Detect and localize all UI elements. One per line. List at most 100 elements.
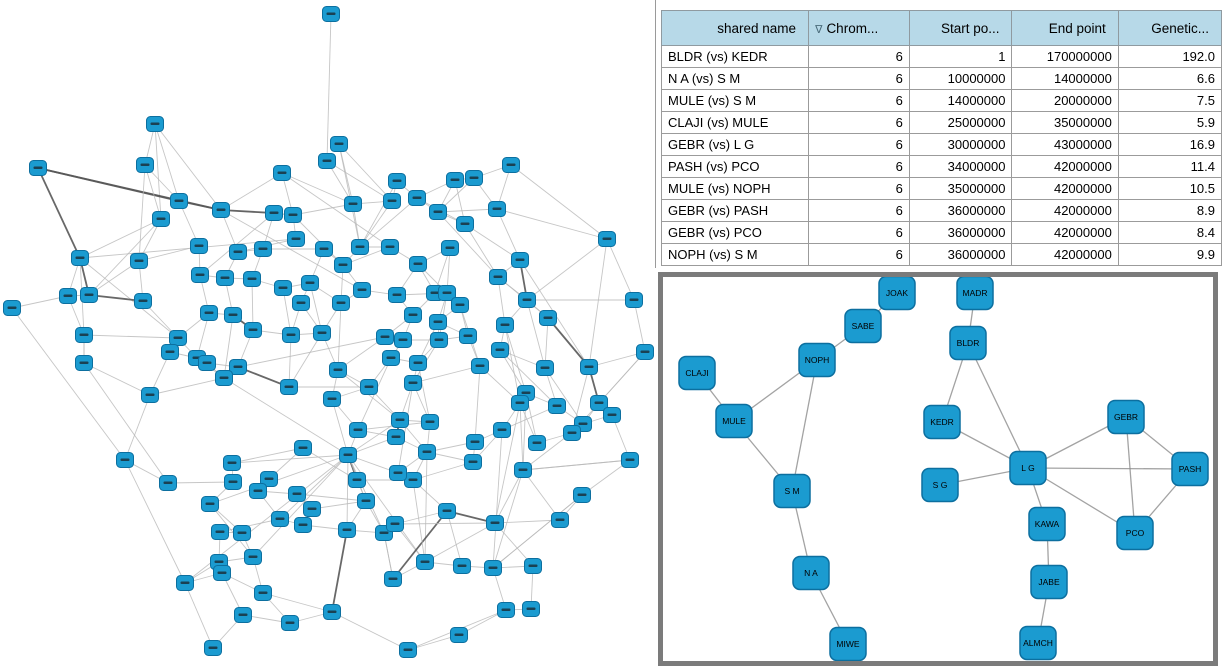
- network-node[interactable]: [3, 300, 21, 316]
- node-shape[interactable]: [1019, 625, 1057, 661]
- table-row[interactable]: N A (vs) S M 6 10000000 14000000 6.6: [660, 67, 1222, 90]
- network-node[interactable]: [573, 487, 591, 503]
- network-node[interactable]: [353, 282, 371, 298]
- network-node-GEBR[interactable]: GEBR: [1107, 399, 1145, 435]
- network-node[interactable]: [200, 305, 218, 321]
- network-node[interactable]: [408, 190, 426, 206]
- network-node[interactable]: [465, 170, 483, 186]
- node-shape[interactable]: [1028, 506, 1066, 542]
- main-network-canvas[interactable]: [0, 0, 656, 669]
- network-node[interactable]: [204, 640, 222, 656]
- network-node[interactable]: [491, 342, 509, 358]
- table-cell[interactable]: 43000000: [1011, 133, 1119, 156]
- network-node[interactable]: [152, 211, 170, 227]
- table-cell[interactable]: 10000000: [908, 67, 1013, 90]
- network-node[interactable]: [524, 558, 542, 574]
- table-cell[interactable]: 20000000: [1011, 89, 1119, 112]
- network-node[interactable]: [313, 325, 331, 341]
- table-cell[interactable]: 30000000: [908, 133, 1013, 156]
- table-cell[interactable]: 11.4: [1117, 155, 1222, 178]
- node-shape[interactable]: [829, 626, 867, 661]
- table-cell[interactable]: BLDR (vs) KEDR: [660, 45, 810, 68]
- network-node-PASH[interactable]: PASH: [1171, 451, 1209, 487]
- node-shape[interactable]: [798, 342, 836, 378]
- network-node[interactable]: [244, 322, 262, 338]
- network-node[interactable]: [382, 350, 400, 366]
- network-node[interactable]: [511, 252, 529, 268]
- network-node[interactable]: [536, 360, 554, 376]
- node-shape[interactable]: [1116, 515, 1154, 551]
- network-node[interactable]: [360, 379, 378, 395]
- table-row[interactable]: PASH (vs) PCO 6 34000000 42000000 11.4: [660, 155, 1222, 178]
- network-node-SABE[interactable]: SABE: [844, 308, 882, 344]
- network-node[interactable]: [518, 292, 536, 308]
- network-node[interactable]: [456, 216, 474, 232]
- table-cell[interactable]: 25000000: [908, 111, 1013, 134]
- network-node[interactable]: [484, 560, 502, 576]
- network-node[interactable]: [322, 6, 340, 22]
- network-node[interactable]: [636, 344, 654, 360]
- table-row[interactable]: MULE (vs) NOPH 6 35000000 42000000 10.5: [660, 177, 1222, 200]
- column-header-2[interactable]: Start po...: [908, 10, 1013, 46]
- network-node[interactable]: [394, 332, 412, 348]
- network-node[interactable]: [294, 517, 312, 533]
- network-node[interactable]: [271, 511, 289, 527]
- network-node-JABE[interactable]: JABE: [1030, 564, 1068, 600]
- table-cell[interactable]: 42000000: [1011, 221, 1119, 244]
- network-node[interactable]: [332, 295, 350, 311]
- network-node-S M[interactable]: S M: [773, 473, 811, 509]
- network-node[interactable]: [621, 452, 639, 468]
- network-node[interactable]: [176, 575, 194, 591]
- network-node[interactable]: [351, 239, 369, 255]
- network-node[interactable]: [146, 116, 164, 132]
- network-node[interactable]: [318, 153, 336, 169]
- network-node[interactable]: [539, 310, 557, 326]
- network-node[interactable]: [211, 524, 229, 540]
- network-node[interactable]: [159, 475, 177, 491]
- table-cell[interactable]: 170000000: [1011, 45, 1119, 68]
- node-shape[interactable]: [1107, 399, 1145, 435]
- network-node[interactable]: [338, 522, 356, 538]
- column-header-1[interactable]: ∇ Chrom...: [808, 10, 910, 46]
- network-node[interactable]: [580, 359, 598, 375]
- network-node-MIWE[interactable]: MIWE: [829, 626, 867, 661]
- network-node[interactable]: [134, 293, 152, 309]
- table-cell[interactable]: 10.5: [1117, 177, 1222, 200]
- network-node-MULE[interactable]: MULE: [715, 403, 753, 439]
- network-node[interactable]: [409, 355, 427, 371]
- network-node[interactable]: [421, 414, 439, 430]
- table-cell[interactable]: 35000000: [908, 177, 1013, 200]
- table-cell[interactable]: 6: [808, 67, 910, 90]
- network-node[interactable]: [625, 292, 643, 308]
- table-cell[interactable]: 6: [808, 221, 910, 244]
- table-row[interactable]: BLDR (vs) KEDR 6 1 170000000 192.0: [660, 45, 1222, 68]
- network-node[interactable]: [471, 358, 489, 374]
- network-node[interactable]: [404, 375, 422, 391]
- node-shape[interactable]: [921, 467, 959, 503]
- table-cell[interactable]: 6: [808, 243, 910, 266]
- network-node[interactable]: [404, 307, 422, 323]
- network-node[interactable]: [301, 275, 319, 291]
- table-cell[interactable]: 6.6: [1117, 67, 1222, 90]
- network-node[interactable]: [486, 515, 504, 531]
- network-node[interactable]: [198, 355, 216, 371]
- table-cell[interactable]: 35000000: [1011, 111, 1119, 134]
- subnetwork-canvas[interactable]: JOAK SABE NOPH CLAJI MULE S M N A MIWE MADR BLDR K…: [663, 277, 1213, 661]
- network-node-N A[interactable]: N A: [792, 555, 830, 591]
- network-node[interactable]: [511, 395, 529, 411]
- table-cell[interactable]: 36000000: [908, 221, 1013, 244]
- table-row[interactable]: GEBR (vs) PCO 6 36000000 42000000 8.4: [660, 221, 1222, 244]
- network-node[interactable]: [528, 435, 546, 451]
- network-node[interactable]: [514, 462, 532, 478]
- network-node[interactable]: [446, 172, 464, 188]
- network-node[interactable]: [254, 585, 272, 601]
- network-node[interactable]: [603, 407, 621, 423]
- table-cell[interactable]: GEBR (vs) L G: [660, 133, 810, 156]
- table-cell[interactable]: 6: [808, 199, 910, 222]
- network-node[interactable]: [464, 454, 482, 470]
- network-node[interactable]: [522, 601, 540, 617]
- network-node[interactable]: [229, 244, 247, 260]
- node-shape[interactable]: [956, 277, 994, 311]
- network-node[interactable]: [161, 344, 179, 360]
- network-node[interactable]: [169, 330, 187, 346]
